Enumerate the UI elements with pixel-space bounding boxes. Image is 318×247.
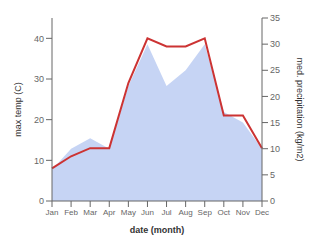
svg-text:May: May (121, 208, 136, 217)
svg-text:Jun: Jun (141, 208, 154, 217)
svg-text:10: 10 (270, 144, 280, 154)
svg-text:25: 25 (270, 65, 280, 75)
svg-text:Jul: Jul (161, 208, 171, 217)
svg-text:5: 5 (270, 170, 275, 180)
svg-text:30: 30 (34, 74, 44, 84)
svg-text:35: 35 (270, 13, 280, 23)
svg-text:20: 20 (270, 92, 280, 102)
svg-text:0: 0 (39, 196, 44, 206)
svg-text:Mar: Mar (83, 208, 97, 217)
svg-text:max temp (C): max temp (C) (13, 82, 23, 137)
svg-text:10: 10 (34, 156, 44, 166)
svg-text:15: 15 (270, 118, 280, 128)
svg-text:Oct: Oct (218, 208, 231, 217)
svg-text:20: 20 (34, 115, 44, 125)
svg-text:med. precipitation (kg/m2): med. precipitation (kg/m2) (295, 57, 305, 161)
svg-text:Aug: Aug (179, 208, 193, 217)
svg-text:0: 0 (270, 196, 275, 206)
svg-text:Nov: Nov (236, 208, 250, 217)
svg-text:Jan: Jan (46, 208, 59, 217)
svg-text:Sep: Sep (198, 208, 213, 217)
svg-text:date (month): date (month) (130, 225, 185, 235)
svg-text:Feb: Feb (64, 208, 78, 217)
svg-text:30: 30 (270, 39, 280, 49)
svg-text:40: 40 (34, 34, 44, 44)
svg-text:Dec: Dec (255, 208, 269, 217)
svg-text:Apr: Apr (103, 208, 116, 217)
